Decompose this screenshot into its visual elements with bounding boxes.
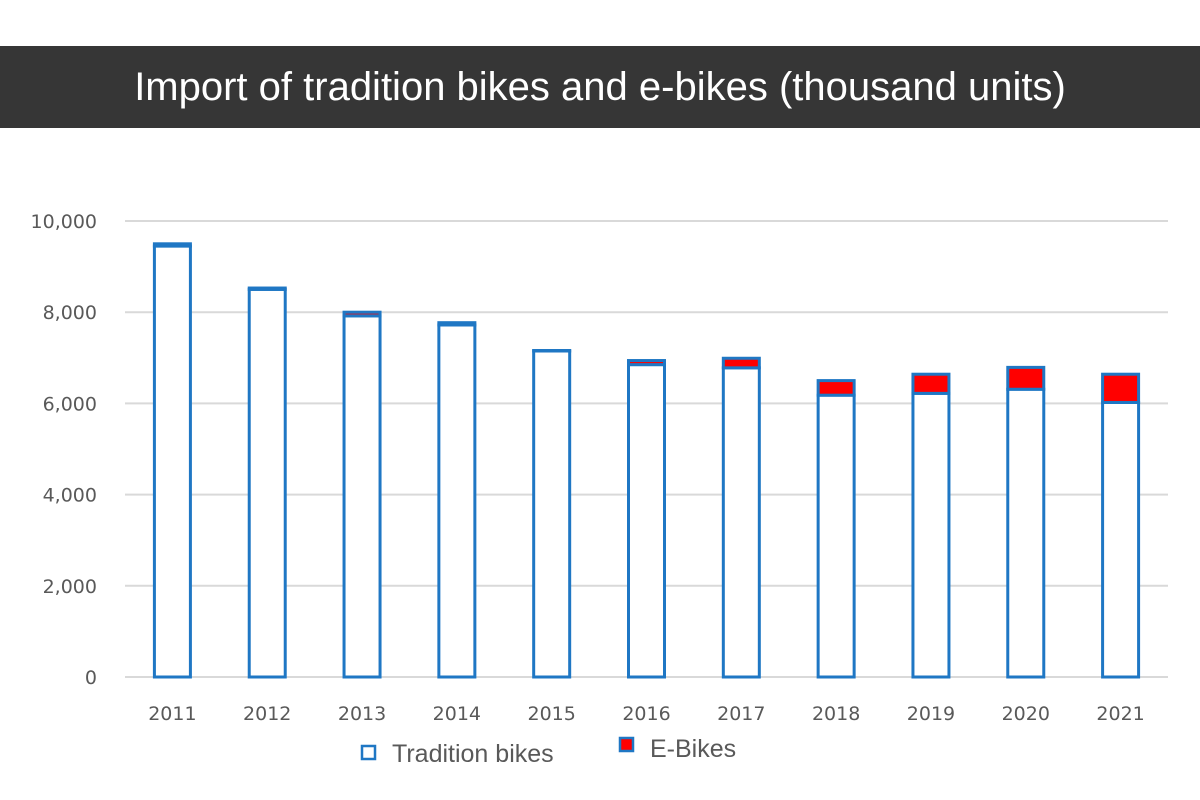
legend-swatch bbox=[618, 736, 635, 753]
bar-tradition-bikes bbox=[721, 366, 761, 679]
chart-title: Import of tradition bikes and e-bikes (t… bbox=[0, 46, 1200, 128]
bar-e-bikes bbox=[911, 372, 951, 395]
bar-e-bikes bbox=[152, 242, 192, 248]
x-tick-label: 2017 bbox=[717, 703, 765, 725]
bar-tradition-bikes bbox=[437, 323, 477, 679]
y-tick-label: 4,000 bbox=[43, 485, 97, 507]
bar-e-bikes bbox=[437, 321, 477, 327]
bar-tradition-bikes bbox=[1006, 387, 1046, 679]
legend-label: Tradition bikes bbox=[392, 740, 554, 768]
bar-e-bikes bbox=[1101, 372, 1141, 404]
x-tick-label: 2019 bbox=[907, 703, 955, 725]
bar-tradition-bikes bbox=[816, 393, 856, 679]
x-tick-label: 2016 bbox=[622, 703, 670, 725]
bar-e-bikes bbox=[816, 379, 856, 397]
x-tick-label: 2012 bbox=[243, 703, 291, 725]
bar-tradition-bikes bbox=[532, 349, 572, 679]
bar-tradition-bikes bbox=[152, 244, 192, 679]
bar-tradition-bikes bbox=[1101, 400, 1141, 679]
x-tick-label: 2011 bbox=[148, 703, 196, 725]
bar-tradition-bikes bbox=[911, 391, 951, 679]
legend-swatch bbox=[360, 744, 377, 761]
bar-e-bikes bbox=[627, 359, 666, 367]
x-tick-label: 2014 bbox=[433, 703, 481, 725]
bar-e-bikes bbox=[532, 349, 572, 353]
y-tick-label: 8,000 bbox=[43, 302, 97, 324]
bar-e-bikes bbox=[247, 286, 287, 291]
y-tick-label: 10,000 bbox=[31, 211, 97, 233]
bar-e-bikes bbox=[1006, 365, 1046, 391]
y-tick-label: 2,000 bbox=[43, 576, 97, 598]
y-tick-label: 0 bbox=[85, 667, 97, 689]
x-tick-label: 2018 bbox=[812, 703, 860, 725]
legend-label: E-Bikes bbox=[650, 735, 736, 763]
x-tick-label: 2021 bbox=[1096, 703, 1144, 725]
x-tick-label: 2015 bbox=[528, 703, 576, 725]
x-tick-label: 2013 bbox=[338, 703, 386, 725]
bar-tradition-bikes bbox=[342, 314, 382, 679]
y-tick-label: 6,000 bbox=[43, 393, 97, 415]
x-tick-label: 2020 bbox=[1002, 703, 1050, 725]
bar-tradition-bikes bbox=[247, 287, 287, 679]
bar-e-bikes bbox=[721, 356, 761, 370]
bar-e-bikes bbox=[342, 310, 382, 318]
bar-tradition-bikes bbox=[627, 363, 666, 679]
